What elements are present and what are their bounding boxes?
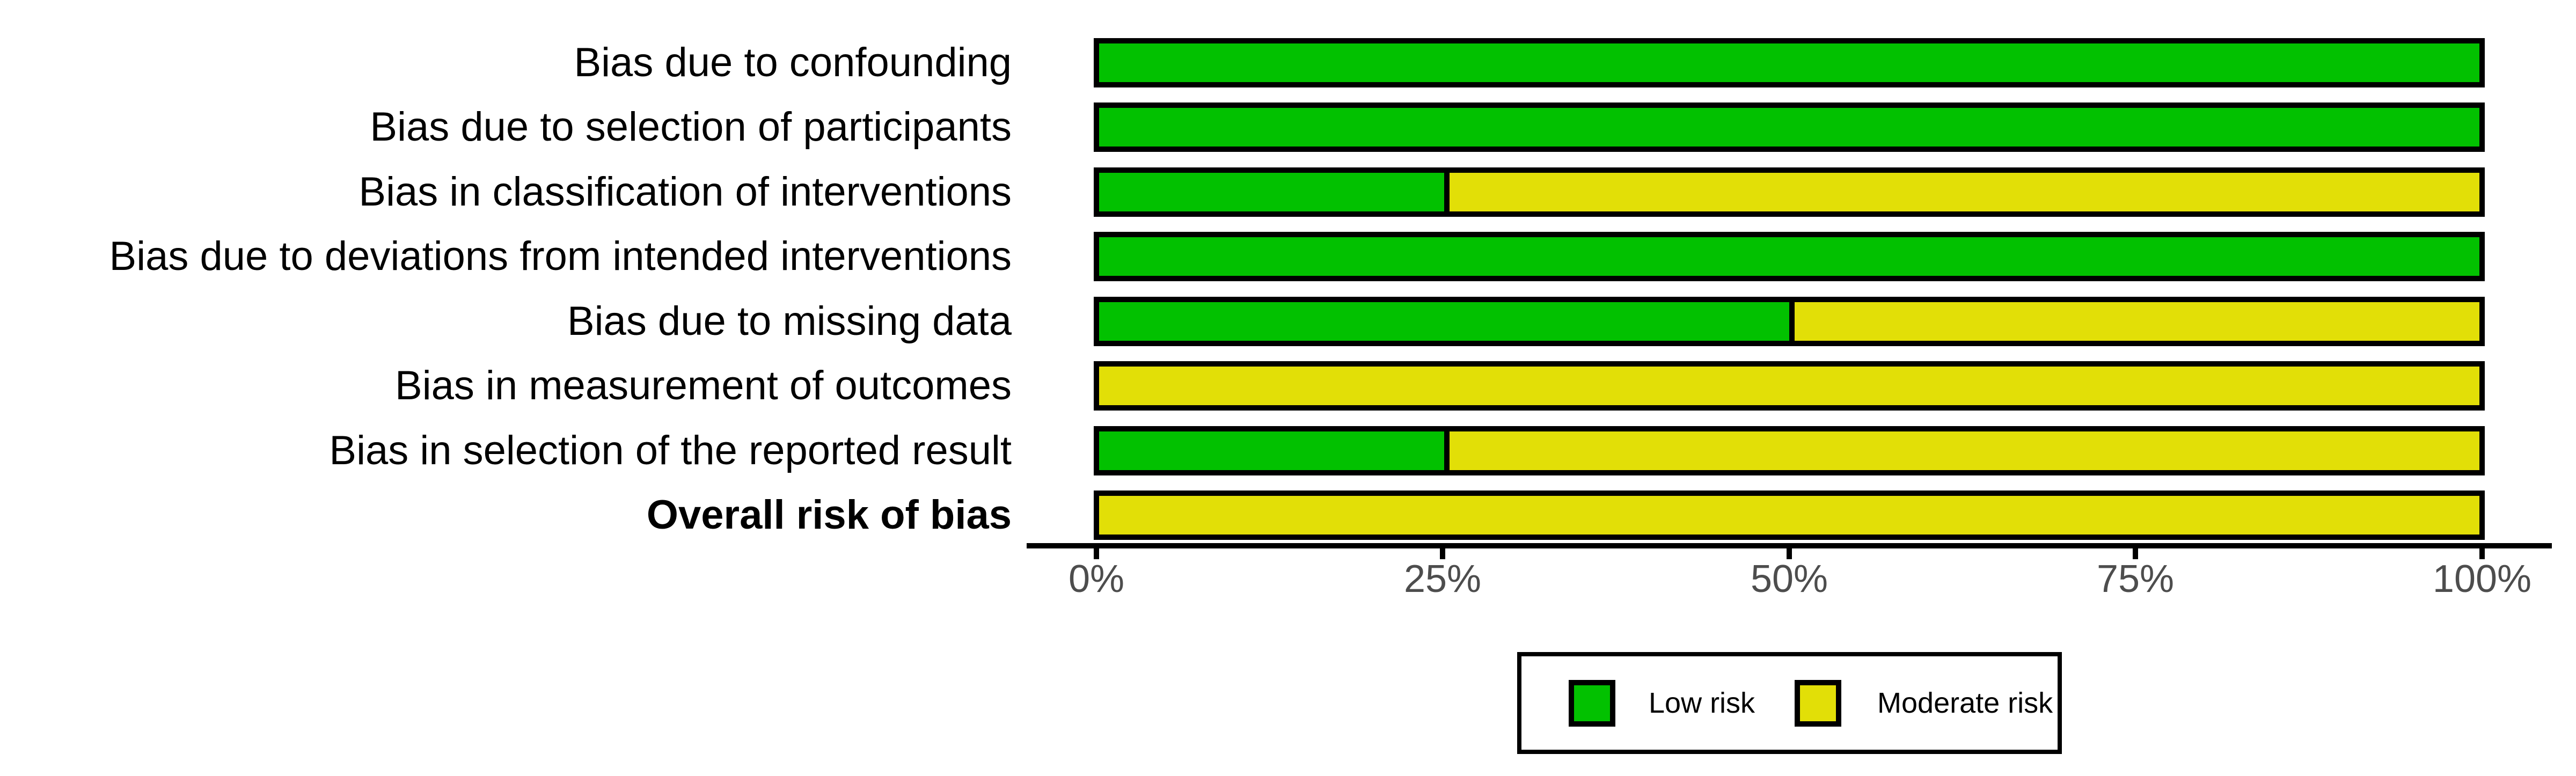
bar bbox=[1094, 297, 2485, 346]
bar-segment-low-risk bbox=[1099, 431, 1444, 470]
x-axis-tick bbox=[2479, 548, 2485, 559]
x-axis-tick bbox=[1440, 548, 1445, 559]
bar-segment-low-risk bbox=[1099, 108, 2479, 147]
legend-swatch-moderate-risk bbox=[1795, 679, 1842, 727]
row-label-overall: Overall risk of bias bbox=[646, 492, 1012, 538]
x-axis-tick-label: 75% bbox=[2096, 558, 2175, 601]
x-axis-tick bbox=[1787, 548, 1792, 559]
bar-segment-moderate-risk bbox=[1444, 173, 2479, 211]
bar bbox=[1094, 232, 2485, 281]
row-label-classification: Bias in classification of interventions bbox=[358, 169, 1012, 215]
x-axis-tick-label: 50% bbox=[1750, 558, 1828, 601]
legend: Low risk Moderate risk bbox=[1517, 652, 2062, 754]
bar bbox=[1094, 361, 2485, 411]
legend-label-low-risk: Low risk bbox=[1649, 687, 1755, 719]
bar-segment-moderate-risk bbox=[1444, 431, 2479, 470]
bar-segment-low-risk bbox=[1099, 173, 1444, 211]
legend-label-moderate-risk: Moderate risk bbox=[1877, 687, 2053, 719]
row-label-reported-result: Bias in selection of the reported result bbox=[329, 428, 1012, 473]
bar-segment-moderate-risk bbox=[1789, 302, 2479, 341]
x-axis-line bbox=[1027, 543, 2552, 548]
row-label-selection: Bias due to selection of participants bbox=[370, 104, 1012, 150]
bar-segment-low-risk bbox=[1099, 302, 1789, 341]
bar bbox=[1094, 491, 2485, 540]
bar bbox=[1094, 426, 2485, 475]
legend-swatch-low-risk bbox=[1569, 679, 1615, 727]
row-label-deviations: Bias due to deviations from intended int… bbox=[109, 233, 1012, 279]
bar bbox=[1094, 103, 2485, 152]
x-axis-tick-label: 0% bbox=[1068, 558, 1125, 601]
row-label-missing-data: Bias due to missing data bbox=[567, 298, 1012, 344]
bar bbox=[1094, 167, 2485, 217]
x-axis-tick-label: 25% bbox=[1403, 558, 1482, 601]
row-label-measurement: Bias in measurement of outcomes bbox=[395, 363, 1012, 408]
bar-segment-low-risk bbox=[1099, 43, 2479, 82]
bar-segment-low-risk bbox=[1099, 237, 2479, 276]
x-axis-tick-label: 100% bbox=[2432, 558, 2532, 601]
x-axis-tick bbox=[2133, 548, 2138, 559]
row-label-confounding: Bias due to confounding bbox=[574, 40, 1012, 85]
x-axis-tick bbox=[1094, 548, 1099, 559]
bar-segment-moderate-risk bbox=[1099, 367, 2479, 405]
bar-segment-moderate-risk bbox=[1099, 496, 2479, 535]
bar bbox=[1094, 38, 2485, 87]
